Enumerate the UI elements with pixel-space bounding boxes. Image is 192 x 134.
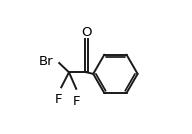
- Text: O: O: [81, 26, 92, 39]
- Text: F: F: [55, 93, 62, 106]
- Text: F: F: [72, 95, 80, 108]
- Text: Br: Br: [39, 55, 54, 68]
